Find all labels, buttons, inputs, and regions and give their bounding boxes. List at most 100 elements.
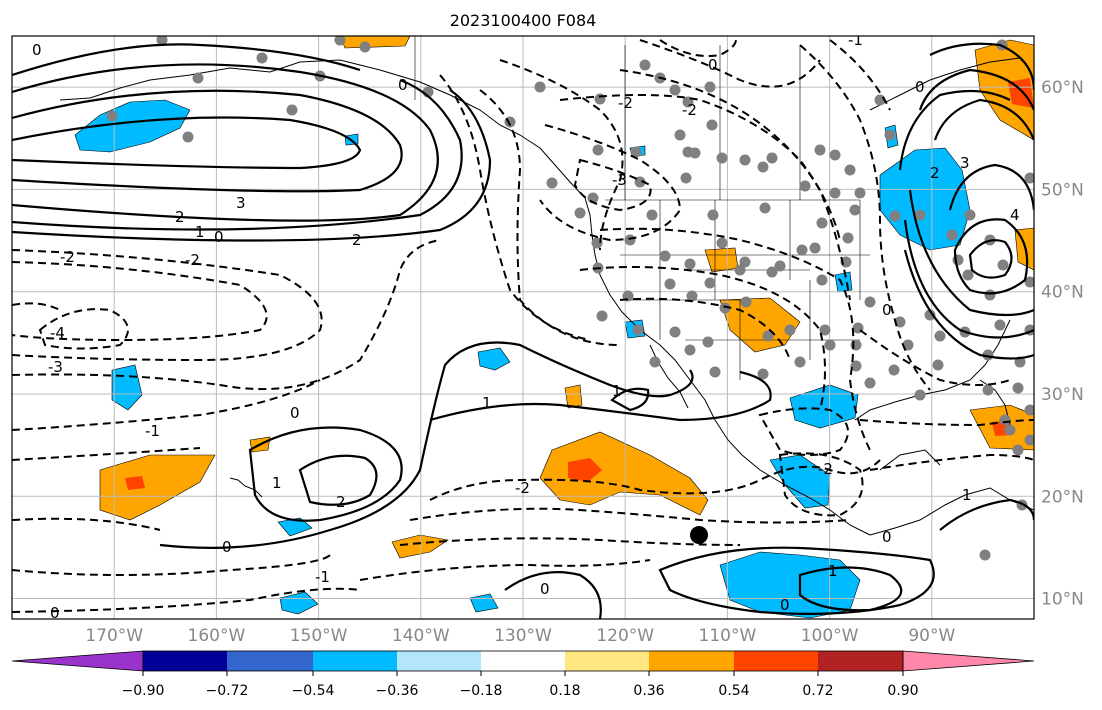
station-dot xyxy=(659,250,671,262)
lon-tick-label: 160°W xyxy=(188,626,246,646)
contour-label: -3 xyxy=(612,171,627,189)
shade-red-area xyxy=(568,458,602,482)
station-dot xyxy=(504,116,516,128)
contour-solid xyxy=(929,42,1034,91)
contour-solid xyxy=(908,189,1034,317)
lat-tick-label: 30°N xyxy=(1041,385,1084,405)
contour-label: -2 xyxy=(618,94,633,112)
contour-label: 0 xyxy=(290,404,300,422)
colorbar-tick-label: −0.90 xyxy=(122,683,165,699)
station-dot xyxy=(707,209,719,221)
contour-label: 0 xyxy=(780,596,790,614)
station-dot xyxy=(702,336,714,348)
station-dot xyxy=(979,549,991,561)
station-dot xyxy=(334,36,346,46)
contour-solid xyxy=(903,249,1034,360)
coastline-baja xyxy=(649,344,689,409)
dashed-contours xyxy=(12,36,1034,613)
station-dot xyxy=(706,119,718,131)
station-dot xyxy=(192,72,204,84)
colorbar-tick-label: −0.18 xyxy=(460,683,503,699)
longitude-labels: 170°W 160°W 150°W 140°W 130°W 120°W 110°W 100°W… xyxy=(85,626,955,646)
station-dot xyxy=(646,209,658,221)
station-dot xyxy=(624,234,636,246)
contour-label: 1 xyxy=(828,562,838,580)
contour-dashed xyxy=(599,227,871,451)
station-dot xyxy=(156,36,168,46)
station-dot xyxy=(864,296,876,308)
contour-dashed xyxy=(499,59,624,251)
colorbar-min-extension xyxy=(11,650,144,672)
contour-label: 3 xyxy=(960,154,970,172)
colorbar-tick-label: 0.90 xyxy=(887,683,918,699)
station-dot xyxy=(1024,172,1034,184)
contour-solid xyxy=(12,89,492,242)
colorbar-bin xyxy=(143,651,227,671)
station-dot xyxy=(286,104,298,116)
station-dot xyxy=(766,152,778,164)
contour-solid xyxy=(248,426,403,522)
station-dot xyxy=(630,146,642,158)
station-dot xyxy=(664,278,676,290)
station-dot xyxy=(1004,424,1016,436)
station-dot xyxy=(889,210,901,222)
contour-label: -2 xyxy=(60,248,75,266)
contour-solid xyxy=(504,571,602,619)
colorbar-tick-labels: −0.90 −0.72 −0.54 −0.36 −0.18 0.18 0.36 0.54 0.7… xyxy=(122,671,919,699)
station-dot xyxy=(962,269,974,281)
map-frame xyxy=(11,35,1035,620)
contour-dashed xyxy=(869,453,1034,471)
contour-solid xyxy=(610,387,650,412)
contour-label: 0 xyxy=(708,56,718,74)
lat-tick-label: 20°N xyxy=(1041,487,1084,507)
contour-solid xyxy=(12,43,361,77)
lon-tick-label: 130°W xyxy=(494,626,552,646)
contour-dashed xyxy=(399,537,741,546)
station-dot xyxy=(757,368,769,380)
contour-dashed xyxy=(409,507,851,524)
colorbar-bin xyxy=(227,651,313,671)
colorbar-bin xyxy=(313,651,397,671)
station-dot xyxy=(829,149,841,161)
contour-solid xyxy=(429,370,772,422)
contour-solid xyxy=(298,454,378,506)
shade-orange-area xyxy=(974,39,1034,141)
contour-dashed xyxy=(12,379,321,431)
station-dot xyxy=(689,147,701,159)
colorbar-tick-label: 0.36 xyxy=(633,683,664,699)
contour-label: -1 xyxy=(315,568,330,586)
station-dot xyxy=(934,330,946,342)
coastline-hudson xyxy=(869,57,1021,111)
contour-dashed xyxy=(12,554,331,576)
station-dot xyxy=(814,144,826,156)
station-dot xyxy=(819,324,831,336)
station-dot xyxy=(1024,434,1034,446)
shade-orange-area xyxy=(339,36,411,49)
coastline-west-us xyxy=(584,197,871,536)
station-dot xyxy=(669,326,681,338)
contour-dashed xyxy=(12,517,161,531)
shade-blue-area xyxy=(879,147,971,251)
station-dot xyxy=(774,260,786,272)
contour-solid xyxy=(159,341,694,549)
station-dot xyxy=(809,242,821,254)
contour-solid xyxy=(948,163,1034,211)
station-dot xyxy=(734,264,746,276)
shade-orange-area xyxy=(391,534,449,559)
station-dot xyxy=(106,110,118,122)
contour-dashed xyxy=(829,39,891,111)
figure-title: 2023100400 F084 xyxy=(450,11,597,30)
colorbar-bin xyxy=(734,651,818,671)
station-dot xyxy=(716,237,728,249)
contour-dashed xyxy=(539,124,682,242)
station-dot xyxy=(932,359,944,371)
contour-label: 1 xyxy=(195,223,205,241)
station-dot xyxy=(759,202,771,214)
station-dot xyxy=(914,209,926,221)
contour-dashed xyxy=(579,265,826,411)
station-dot xyxy=(739,256,751,268)
contour-label: 3 xyxy=(236,194,246,212)
contour-label: -2 xyxy=(185,251,200,269)
station-dot xyxy=(999,414,1011,426)
